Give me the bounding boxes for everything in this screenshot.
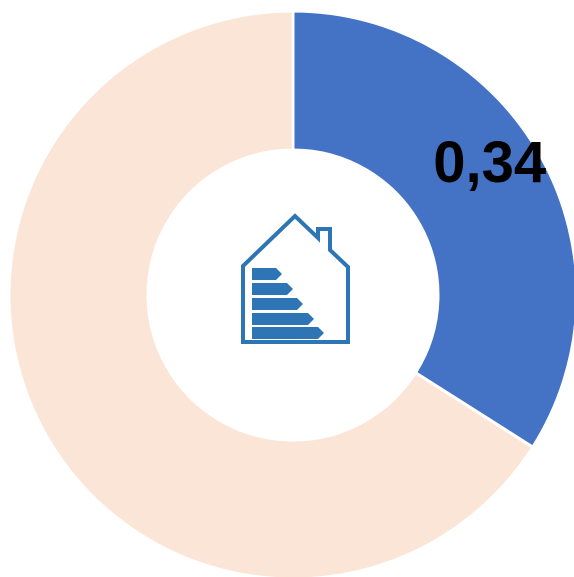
house-icon [241, 213, 350, 344]
slice [291, 9, 574, 450]
slice [7, 9, 535, 577]
slices [7, 9, 574, 577]
value-label: 0,34 [433, 130, 546, 195]
